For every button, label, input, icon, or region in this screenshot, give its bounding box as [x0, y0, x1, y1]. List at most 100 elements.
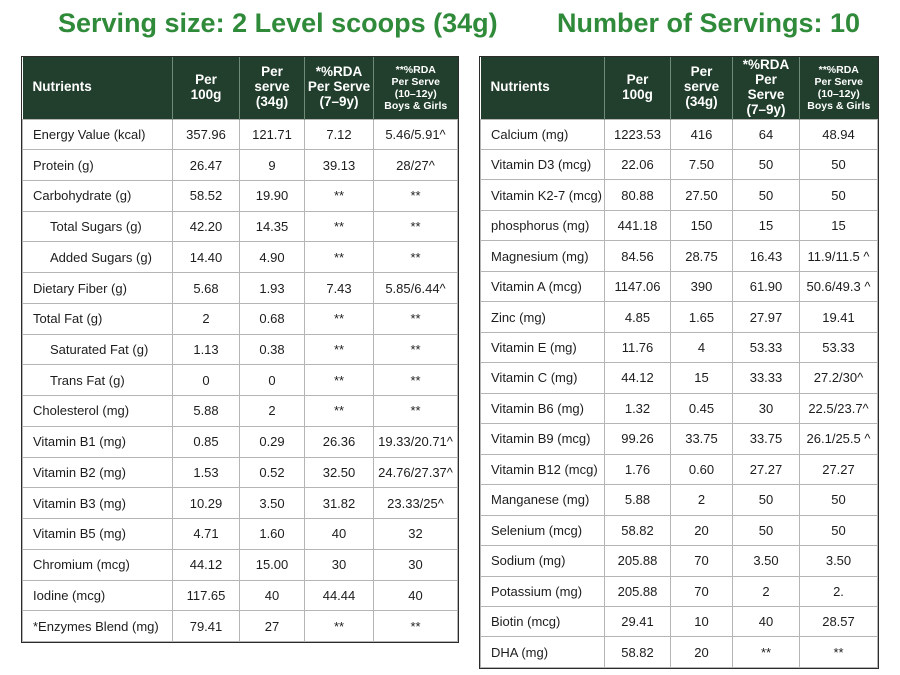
per-100g-cell: 29.41	[604, 605, 671, 638]
rda-10-12y-cell: 22.5/23.7^	[799, 392, 878, 425]
per-serve-cell: 0.29	[239, 425, 305, 458]
nutrient-name-cell: Zinc (mg)	[480, 301, 605, 333]
rda-7-9y-cell: **	[732, 636, 800, 668]
table-row: Saturated Fat (g) 1.13 0.38 ** **	[22, 333, 458, 366]
per-100g-cell: 4.71	[172, 518, 240, 550]
rda-10-12y-cell: 5.46/5.91^	[373, 118, 458, 151]
per-serve-cell: 3.50	[239, 487, 305, 520]
rda-7-9y-cell: **	[304, 179, 374, 212]
rda-7-9y-cell: 15	[732, 209, 800, 242]
rda-7-9y-cell: 50	[732, 514, 800, 547]
header-per-serve-line3: (34g)	[685, 94, 718, 110]
table-row: Vitamin C (mg) 44.12 15 33.33 27.2/30^	[480, 362, 878, 394]
rda-10-12y-cell: 50.6/49.3 ^	[799, 270, 878, 303]
nutrition-table-left: Nutrients Per 100g Per serve (34g) *%RDA…	[21, 56, 459, 643]
per-serve-cell: 0.45	[670, 392, 733, 425]
nutrient-name-cell: Manganese (mg)	[480, 484, 605, 516]
rda-10-12y-cell: **	[373, 395, 458, 427]
rda-10-12y-cell: 5.85/6.44^	[373, 272, 458, 304]
header-rda-7-9y: *%RDA Per Serve (7–9y)	[732, 57, 800, 119]
per-serve-cell: 33.75	[670, 423, 733, 455]
nutrient-name-cell: Trans Fat (g)	[22, 364, 173, 397]
nutrient-name-cell: Vitamin K2-7 (mcg)	[480, 179, 605, 211]
header-nutrients: Nutrients	[22, 57, 173, 119]
nutrient-name-cell: Energy Value (kcal)	[22, 118, 173, 151]
rda-10-12y-cell: 27.2/30^	[799, 362, 878, 394]
table-row: Vitamin A (mcg) 1147.06 390 61.90 50.6/49.3 …	[480, 270, 878, 303]
serving-size-heading: Serving size: 2 Level scoops (34g)	[58, 8, 498, 38]
nutrient-name-cell: Saturated Fat (g)	[22, 333, 173, 366]
table-row: Potassium (mg) 205.88 70 2 2.	[480, 575, 878, 608]
rda-7-9y-cell: **	[304, 395, 374, 427]
per-serve-cell: 70	[670, 575, 733, 608]
per-100g-cell: 357.96	[172, 118, 240, 151]
rda-7-9y-cell: 53.33	[732, 331, 800, 364]
nutrient-name-cell: Vitamin B9 (mcg)	[480, 423, 605, 455]
rda-7-9y-cell: 50	[732, 148, 800, 181]
per-100g-cell: 58.82	[604, 636, 671, 668]
rda-10-12y-cell: 30	[373, 548, 458, 581]
per-100g-cell: 26.47	[172, 149, 240, 181]
rda-10-12y-cell: 50	[799, 179, 878, 211]
rda-10-12y-cell: **	[373, 364, 458, 397]
rda-7-9y-cell: 33.75	[732, 423, 800, 455]
per-serve-cell: 1.93	[239, 272, 305, 304]
per-100g-cell: 1223.53	[604, 118, 671, 150]
rda-7-9y-cell: 7.43	[304, 272, 374, 304]
rda-7-9y-cell: 33.33	[732, 362, 800, 394]
nutrient-name-cell: Vitamin D3 (mcg)	[480, 148, 605, 181]
table-row: Zinc (mg) 4.85 1.65 27.97 19.41	[480, 301, 878, 333]
rda-7-9y-cell: 30	[304, 548, 374, 581]
rda-7-9y-cell: 27.97	[732, 301, 800, 333]
per-100g-cell: 10.29	[172, 487, 240, 520]
header-rda-7-9y: *%RDA Per Serve (7–9y)	[304, 57, 374, 119]
table-row: Vitamin B3 (mg) 10.29 3.50 31.82 23.33/25^	[22, 487, 458, 520]
header-rda-7-9y-line3: (7–9y)	[319, 94, 359, 110]
table-row: Vitamin K2-7 (mcg) 80.88 27.50 50 50	[480, 179, 878, 211]
header-rda-10-12y-line1: **%RDA	[395, 63, 436, 76]
nutrient-name-cell: Potassium (mg)	[480, 575, 605, 608]
per-100g-cell: 441.18	[604, 209, 671, 242]
per-serve-cell: 10	[670, 605, 733, 638]
header-rda-7-9y-line3: (7–9y)	[746, 101, 786, 117]
per-serve-cell: 70	[670, 545, 733, 577]
table-row: Magnesium (mg) 84.56 28.75 16.43 11.9/11.5 ^	[480, 240, 878, 272]
header-per-serve-line2: serve	[254, 79, 290, 95]
per-100g-cell: 22.06	[604, 148, 671, 181]
table-row: Vitamin B9 (mcg) 99.26 33.75 33.75 26.1/25.5…	[480, 423, 878, 455]
per-serve-cell: 390	[670, 270, 733, 303]
nutrient-name-cell: Selenium (mcg)	[480, 514, 605, 547]
nutrient-name-cell: Vitamin A (mcg)	[480, 270, 605, 303]
table-row: Total Sugars (g) 42.20 14.35 ** **	[22, 210, 458, 243]
per-100g-cell: 5.88	[172, 395, 240, 427]
rda-10-12y-cell: 32	[373, 518, 458, 550]
table-row: Carbohydrate (g) 58.52 19.90 ** **	[22, 179, 458, 212]
table-row: Cholesterol (mg) 5.88 2 ** **	[22, 395, 458, 427]
rda-10-12y-cell: 11.9/11.5 ^	[799, 240, 878, 272]
per-serve-cell: 27.50	[670, 179, 733, 211]
rda-10-12y-cell: **	[373, 179, 458, 212]
nutrient-name-cell: Sodium (mg)	[480, 545, 605, 577]
table-row: DHA (mg) 58.82 20 ** **	[480, 636, 878, 668]
per-serve-cell: 416	[670, 118, 733, 150]
header-per-100g-line2: 100g	[622, 86, 653, 102]
header-rda-10-12y: **%RDA Per Serve (10–12y) Boys & Girls	[799, 57, 878, 119]
nutrient-name-cell: Vitamin E (mg)	[480, 331, 605, 364]
per-100g-cell: 5.88	[604, 484, 671, 516]
nutrient-name-cell: Vitamin B1 (mg)	[22, 425, 173, 458]
rda-10-12y-cell: 2.	[799, 575, 878, 608]
header-per-100g-line1: Per	[626, 71, 649, 87]
table-row: Vitamin B1 (mg) 0.85 0.29 26.36 19.33/20.71^	[22, 425, 458, 458]
per-serve-cell: 2	[670, 484, 733, 516]
table-row: Trans Fat (g) 0 0 ** **	[22, 364, 458, 397]
nutrient-name-cell: DHA (mg)	[480, 636, 605, 668]
per-serve-cell: 0	[239, 364, 305, 397]
nutrient-name-cell: Cholesterol (mg)	[22, 395, 173, 427]
per-serve-cell: 0.68	[239, 302, 305, 335]
rda-7-9y-cell: **	[304, 610, 374, 642]
per-100g-cell: 1.53	[172, 456, 240, 489]
per-100g-cell: 205.88	[604, 545, 671, 577]
rda-10-12y-cell: 53.33	[799, 331, 878, 364]
table-row: Selenium (mcg) 58.82 20 50 50	[480, 514, 878, 547]
header-nutrients: Nutrients	[480, 57, 605, 119]
